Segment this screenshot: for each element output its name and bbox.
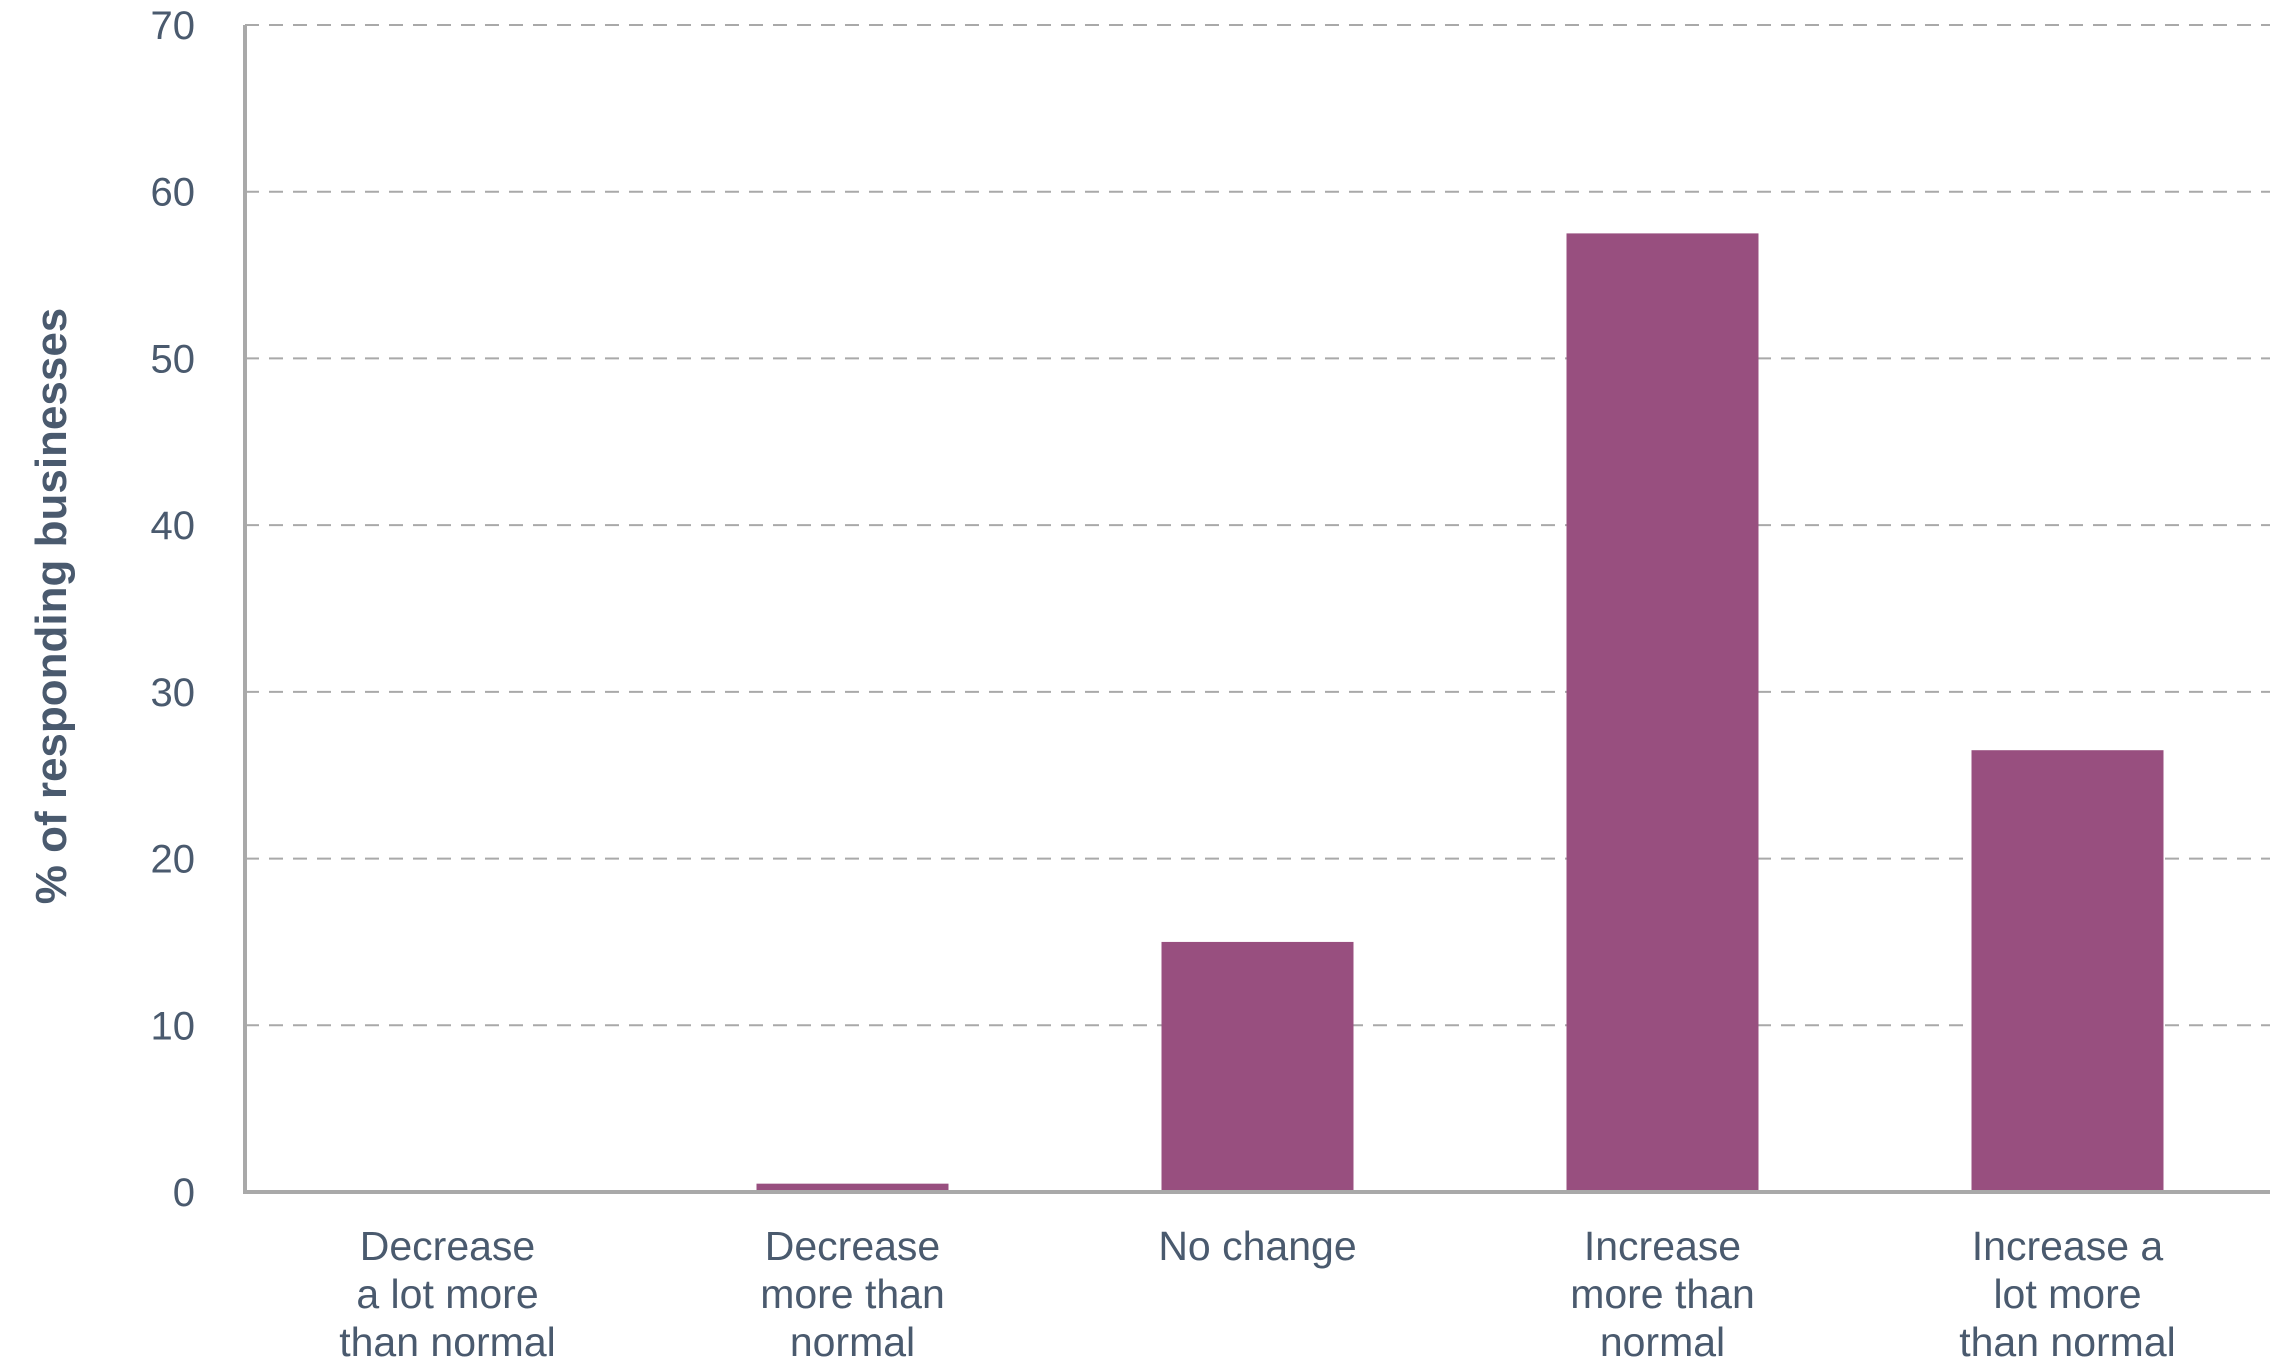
x-category-label: Decrease more than normal bbox=[760, 1223, 945, 1364]
bar bbox=[1566, 233, 1759, 1193]
y-tick-label: 60 bbox=[151, 171, 196, 215]
x-category-label: Increase a lot more than normal bbox=[1959, 1223, 2176, 1364]
x-category-label-line: lot more bbox=[1993, 1271, 2141, 1317]
x-category-label: Decrease a lot more than normal bbox=[339, 1223, 556, 1364]
x-category-label: Increase more than normal bbox=[1570, 1223, 1755, 1364]
x-category-label-line: than normal bbox=[339, 1319, 556, 1364]
y-tick-label: 20 bbox=[151, 838, 196, 882]
x-category-label-line: Increase a bbox=[1972, 1223, 2164, 1269]
bar bbox=[1971, 750, 2164, 1192]
gridlines bbox=[245, 24, 2270, 1027]
y-tick-label: 0 bbox=[173, 1171, 195, 1215]
y-tick-label: 50 bbox=[151, 337, 196, 381]
x-category-label-line: than normal bbox=[1959, 1319, 2176, 1364]
x-category-label-line: normal bbox=[790, 1319, 915, 1364]
bar bbox=[1161, 941, 1354, 1192]
y-tick-label: 30 bbox=[151, 671, 196, 715]
x-category-label-line: Decrease bbox=[765, 1223, 940, 1269]
axes bbox=[243, 25, 2270, 1194]
bar bbox=[756, 1183, 949, 1192]
x-category-label: No change bbox=[1158, 1223, 1356, 1269]
x-category-label-line: a lot more bbox=[356, 1271, 538, 1317]
x-category-label-line: Increase bbox=[1584, 1223, 1741, 1269]
x-category-label-line: Decrease bbox=[360, 1223, 535, 1269]
x-category-label-line: normal bbox=[1600, 1319, 1725, 1364]
x-category-label-line: more than bbox=[1570, 1271, 1755, 1317]
bars bbox=[756, 233, 2164, 1193]
y-tick-labels: 0 10 20 30 40 50 60 70 bbox=[151, 4, 196, 1215]
y-axis-title: % of responding businesses bbox=[27, 308, 76, 905]
y-tick-label: 70 bbox=[151, 4, 196, 48]
y-tick-label: 10 bbox=[151, 1004, 196, 1048]
x-category-label-line: more than bbox=[760, 1271, 945, 1317]
y-tick-label: 40 bbox=[151, 504, 196, 548]
x-category-label-line: No change bbox=[1158, 1223, 1356, 1269]
